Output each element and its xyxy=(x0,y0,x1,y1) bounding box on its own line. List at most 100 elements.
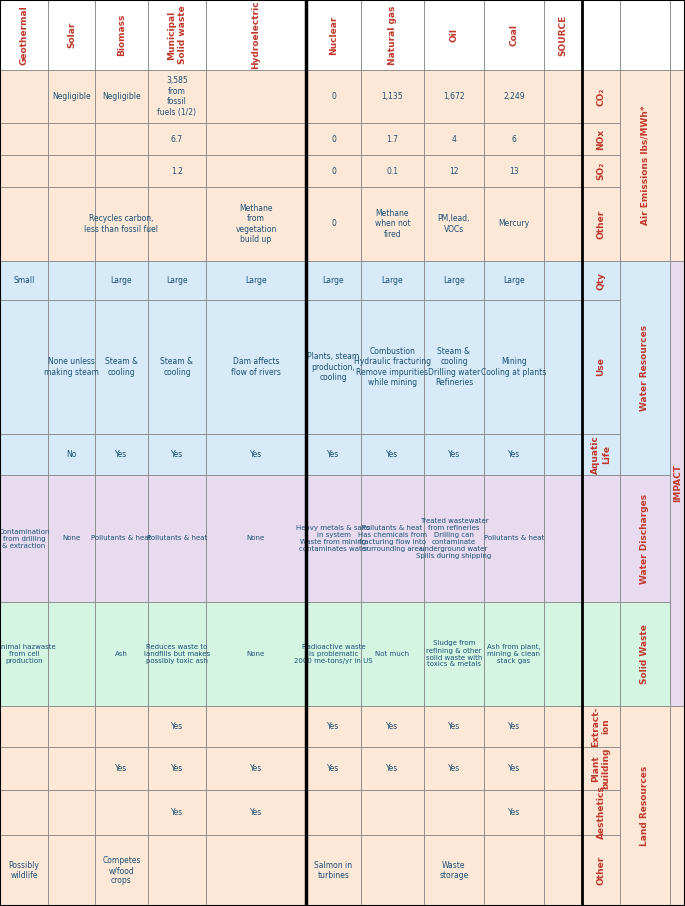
Bar xyxy=(424,835,484,906)
Bar xyxy=(306,747,361,790)
Bar xyxy=(148,747,206,790)
Bar xyxy=(206,747,306,790)
Bar xyxy=(484,434,544,475)
Bar xyxy=(206,70,306,123)
Text: Yes: Yes xyxy=(171,764,183,773)
Text: Yes: Yes xyxy=(171,808,183,817)
Text: Recycles carbon,
less than fossil fuel: Recycles carbon, less than fossil fuel xyxy=(84,215,158,234)
Bar xyxy=(48,835,95,906)
Bar xyxy=(620,70,670,261)
Bar xyxy=(361,747,424,790)
Bar xyxy=(582,70,620,123)
Bar xyxy=(48,747,95,790)
Text: 1.2: 1.2 xyxy=(171,167,183,176)
Text: Yes: Yes xyxy=(171,722,183,731)
Bar xyxy=(148,706,206,747)
Text: No: No xyxy=(66,450,77,459)
Text: Minimal hazwaste
from cell
production: Minimal hazwaste from cell production xyxy=(0,644,55,664)
Bar xyxy=(484,602,544,706)
Text: None unless
making steam: None unless making steam xyxy=(44,357,99,377)
Bar xyxy=(424,70,484,123)
Text: None: None xyxy=(247,651,265,657)
Text: Natural gas: Natural gas xyxy=(388,5,397,64)
Bar xyxy=(424,434,484,475)
Bar xyxy=(484,475,544,602)
Bar xyxy=(148,261,206,300)
Text: Large: Large xyxy=(443,276,465,285)
Text: Radioactive waste
is problematic
2000 me-tons/yr in US: Radioactive waste is problematic 2000 me… xyxy=(294,644,373,664)
Bar xyxy=(95,602,148,706)
Text: Ash from plant,
mining & clean
stack gas: Ash from plant, mining & clean stack gas xyxy=(487,644,541,664)
Bar xyxy=(361,187,424,261)
Bar xyxy=(0,70,48,123)
Bar xyxy=(148,835,206,906)
Text: Yes: Yes xyxy=(327,764,340,773)
Text: Yes: Yes xyxy=(508,764,520,773)
Bar xyxy=(544,261,582,300)
Text: 3,585
from
fossil
fuels (1/2): 3,585 from fossil fuels (1/2) xyxy=(158,76,197,117)
Text: Hydroelectric: Hydroelectric xyxy=(251,1,260,70)
Bar xyxy=(48,300,95,434)
Text: Yes: Yes xyxy=(115,764,127,773)
Bar xyxy=(306,187,361,261)
Bar xyxy=(148,434,206,475)
Bar xyxy=(306,602,361,706)
Text: IMPACT: IMPACT xyxy=(673,465,682,503)
Bar xyxy=(48,475,95,602)
Bar xyxy=(48,123,95,155)
Text: Yes: Yes xyxy=(250,450,262,459)
Bar xyxy=(306,706,361,747)
Text: Large: Large xyxy=(111,276,132,285)
Bar xyxy=(582,602,620,706)
Bar xyxy=(544,155,582,187)
Bar xyxy=(206,123,306,155)
Text: Large: Large xyxy=(503,276,525,285)
Bar xyxy=(582,261,620,300)
Bar xyxy=(48,261,95,300)
Bar xyxy=(424,123,484,155)
Text: Contamination
from drilling
& extraction: Contamination from drilling & extraction xyxy=(0,528,50,548)
Text: Plant
building: Plant building xyxy=(591,747,611,789)
Text: Water Discharges: Water Discharges xyxy=(640,494,649,583)
Bar xyxy=(306,0,361,70)
Text: Large: Large xyxy=(323,276,345,285)
Bar xyxy=(361,123,424,155)
Bar xyxy=(95,70,148,123)
Text: Yes: Yes xyxy=(386,722,399,731)
Text: SOURCE: SOURCE xyxy=(558,14,567,55)
Bar xyxy=(484,747,544,790)
Text: Methane
when not
fired: Methane when not fired xyxy=(375,209,410,239)
Bar xyxy=(306,155,361,187)
Text: 1,135: 1,135 xyxy=(382,92,403,101)
Bar xyxy=(620,261,670,475)
Text: Steam &
cooling: Steam & cooling xyxy=(160,357,193,377)
Bar xyxy=(206,475,306,602)
Text: Large: Large xyxy=(382,276,403,285)
Text: 0.1: 0.1 xyxy=(386,167,399,176)
Bar xyxy=(582,475,620,602)
Text: Use: Use xyxy=(597,358,606,376)
Text: Extract-
ion: Extract- ion xyxy=(591,707,611,747)
Text: 6.7: 6.7 xyxy=(171,134,183,143)
Bar xyxy=(148,155,206,187)
Bar xyxy=(544,790,582,835)
Bar xyxy=(206,300,306,434)
Bar xyxy=(95,155,148,187)
Text: Yes: Yes xyxy=(250,764,262,773)
Text: Biomass: Biomass xyxy=(117,14,126,56)
Text: Large: Large xyxy=(245,276,267,285)
Bar xyxy=(484,187,544,261)
Text: 0: 0 xyxy=(331,92,336,101)
Bar xyxy=(670,261,685,706)
Bar xyxy=(484,835,544,906)
Bar xyxy=(620,475,670,602)
Bar xyxy=(306,300,361,434)
Bar xyxy=(544,747,582,790)
Text: Yes: Yes xyxy=(386,450,399,459)
Bar xyxy=(424,706,484,747)
Bar xyxy=(484,155,544,187)
Bar xyxy=(620,706,670,906)
Bar xyxy=(206,706,306,747)
Bar xyxy=(95,475,148,602)
Bar xyxy=(306,261,361,300)
